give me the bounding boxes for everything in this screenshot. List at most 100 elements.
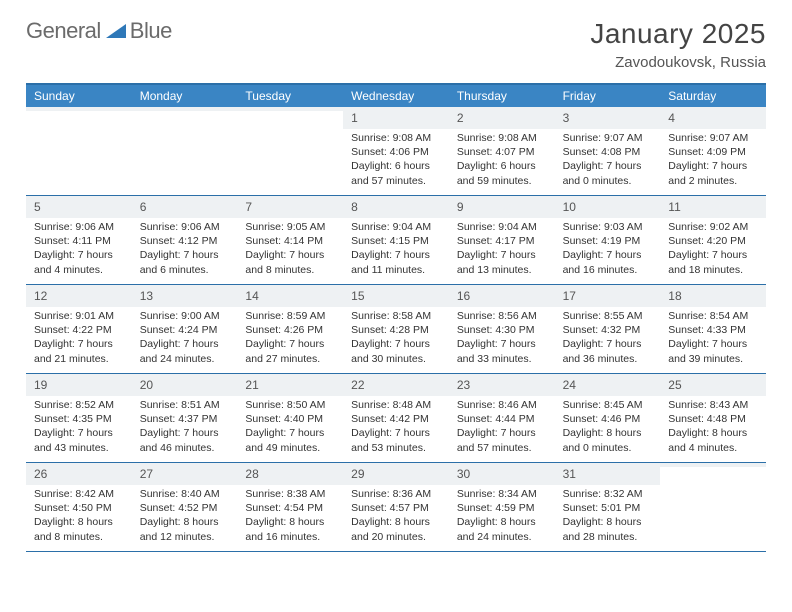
day-info: Sunrise: 9:01 AMSunset: 4:22 PMDaylight:… [26,307,132,372]
sunrise-text: Sunrise: 9:07 AM [668,131,758,145]
day-number: 7 [245,200,252,214]
daylight-text: Daylight: 7 hours and 21 minutes. [34,337,124,365]
sunrise-text: Sunrise: 9:06 AM [140,220,230,234]
sunset-text: Sunset: 4:57 PM [351,501,441,515]
calendar-cell: 27 Sunrise: 8:40 AMSunset: 4:52 PMDayligh… [132,463,238,551]
day-info: Sunrise: 8:32 AMSunset: 5:01 PMDaylight:… [555,485,661,550]
day-info: Sunrise: 9:02 AMSunset: 4:20 PMDaylight:… [660,218,766,283]
day-number-row: 19 [26,374,132,396]
day-number-row: 10 [555,196,661,218]
calendar-week: 5Sunrise: 9:06 AMSunset: 4:11 PMDaylight… [26,196,766,285]
day-number: 10 [563,200,576,214]
day-number-row: 1 [343,107,449,129]
sunrise-text: Sunrise: 9:07 AM [563,131,653,145]
sunrise-text: Sunrise: 8:56 AM [457,309,547,323]
day-info: Sunrise: 9:00 AMSunset: 4:24 PMDaylight:… [132,307,238,372]
day-info: Sunrise: 8:45 AMSunset: 4:46 PMDaylight:… [555,396,661,461]
day-info: Sunrise: 8:46 AMSunset: 4:44 PMDaylight:… [449,396,555,461]
daylight-text: Daylight: 7 hours and 0 minutes. [563,159,653,187]
day-info: Sunrise: 8:40 AMSunset: 4:52 PMDaylight:… [132,485,238,550]
sunrise-text: Sunrise: 9:08 AM [457,131,547,145]
sunset-text: Sunset: 4:35 PM [34,412,124,426]
calendar-cell: 19 Sunrise: 8:52 AMSunset: 4:35 PMDayligh… [26,374,132,462]
sunset-text: Sunset: 4:50 PM [34,501,124,515]
daylight-text: Daylight: 8 hours and 4 minutes. [668,426,758,454]
sunset-text: Sunset: 4:07 PM [457,145,547,159]
daylight-text: Daylight: 7 hours and 11 minutes. [351,248,441,276]
dow-thursday: Thursday [449,85,555,107]
calendar-cell: 28 Sunrise: 8:38 AMSunset: 4:54 PMDayligh… [237,463,343,551]
sunrise-text: Sunrise: 8:43 AM [668,398,758,412]
sunset-text: Sunset: 5:01 PM [563,501,653,515]
sunrise-text: Sunrise: 8:51 AM [140,398,230,412]
sunset-text: Sunset: 4:28 PM [351,323,441,337]
sunset-text: Sunset: 4:11 PM [34,234,124,248]
day-number-row: 12 [26,285,132,307]
calendar-week: 19Sunrise: 8:52 AMSunset: 4:35 PMDayligh… [26,374,766,463]
calendar-week: 26Sunrise: 8:42 AMSunset: 4:50 PMDayligh… [26,463,766,552]
day-number-row: 28 [237,463,343,485]
daylight-text: Daylight: 8 hours and 20 minutes. [351,515,441,543]
day-info: Sunrise: 9:07 AMSunset: 4:08 PMDaylight:… [555,129,661,194]
sunrise-text: Sunrise: 9:01 AM [34,309,124,323]
daylight-text: Daylight: 8 hours and 28 minutes. [563,515,653,543]
calendar-page: General Blue January 2025 Zavodoukovsk, … [0,0,792,552]
daylight-text: Daylight: 7 hours and 57 minutes. [457,426,547,454]
day-number: 21 [245,378,258,392]
day-number-row: 25 [660,374,766,396]
sunrise-text: Sunrise: 9:02 AM [668,220,758,234]
day-number-row: 16 [449,285,555,307]
day-number: 28 [245,467,258,481]
day-number-row: 18 [660,285,766,307]
sunset-text: Sunset: 4:17 PM [457,234,547,248]
daylight-text: Daylight: 7 hours and 43 minutes. [34,426,124,454]
sunset-text: Sunset: 4:15 PM [351,234,441,248]
day-number-row: 27 [132,463,238,485]
day-number-row: 13 [132,285,238,307]
calendar-cell: 7 Sunrise: 9:05 AMSunset: 4:14 PMDaylight… [237,196,343,284]
sunrise-text: Sunrise: 9:04 AM [351,220,441,234]
day-info [237,111,343,119]
sunrise-text: Sunrise: 8:45 AM [563,398,653,412]
day-info: Sunrise: 8:42 AMSunset: 4:50 PMDaylight:… [26,485,132,550]
calendar-cell: 20Sunrise: 8:51 AMSunset: 4:37 PMDayligh… [132,374,238,462]
day-info: Sunrise: 8:34 AMSunset: 4:59 PMDaylight:… [449,485,555,550]
daylight-text: Daylight: 7 hours and 30 minutes. [351,337,441,365]
day-number-row: 30 [449,463,555,485]
sunset-text: Sunset: 4:42 PM [351,412,441,426]
daylight-text: Daylight: 7 hours and 49 minutes. [245,426,335,454]
sunrise-text: Sunrise: 8:52 AM [34,398,124,412]
day-number-row: 14 [237,285,343,307]
calendar-cell: 26Sunrise: 8:42 AMSunset: 4:50 PMDayligh… [26,463,132,551]
day-of-week-row: Sunday Monday Tuesday Wednesday Thursday… [26,85,766,107]
day-info: Sunrise: 8:38 AMSunset: 4:54 PMDaylight:… [237,485,343,550]
weeks-container: 1Sunrise: 9:08 AMSunset: 4:06 PMDaylight… [26,107,766,552]
day-info [132,111,238,119]
day-info: Sunrise: 8:59 AMSunset: 4:26 PMDaylight:… [237,307,343,372]
daylight-text: Daylight: 8 hours and 0 minutes. [563,426,653,454]
day-info: Sunrise: 9:05 AMSunset: 4:14 PMDaylight:… [237,218,343,283]
sunrise-text: Sunrise: 8:40 AM [140,487,230,501]
daylight-text: Daylight: 7 hours and 46 minutes. [140,426,230,454]
day-info: Sunrise: 9:08 AMSunset: 4:07 PMDaylight:… [449,129,555,194]
day-number: 13 [140,289,153,303]
brand-logo: General Blue [26,18,172,44]
daylight-text: Daylight: 7 hours and 36 minutes. [563,337,653,365]
day-number: 20 [140,378,153,392]
calendar-cell: 18Sunrise: 8:54 AMSunset: 4:33 PMDayligh… [660,285,766,373]
day-number: 11 [668,200,680,214]
sunrise-text: Sunrise: 9:03 AM [563,220,653,234]
day-info: Sunrise: 8:58 AMSunset: 4:28 PMDaylight:… [343,307,449,372]
day-number: 27 [140,467,153,481]
day-number: 19 [34,378,47,392]
logo-word-1: General [26,18,101,44]
day-number: 14 [245,289,258,303]
calendar-cell: 13 Sunrise: 9:00 AMSunset: 4:24 PMDayligh… [132,285,238,373]
sunrise-text: Sunrise: 9:00 AM [140,309,230,323]
day-info [26,111,132,119]
day-number-row: 11 [660,196,766,218]
day-number: 3 [563,111,570,125]
logo-word-2: Blue [130,18,172,44]
sunrise-text: Sunrise: 8:46 AM [457,398,547,412]
sunrise-text: Sunrise: 9:04 AM [457,220,547,234]
